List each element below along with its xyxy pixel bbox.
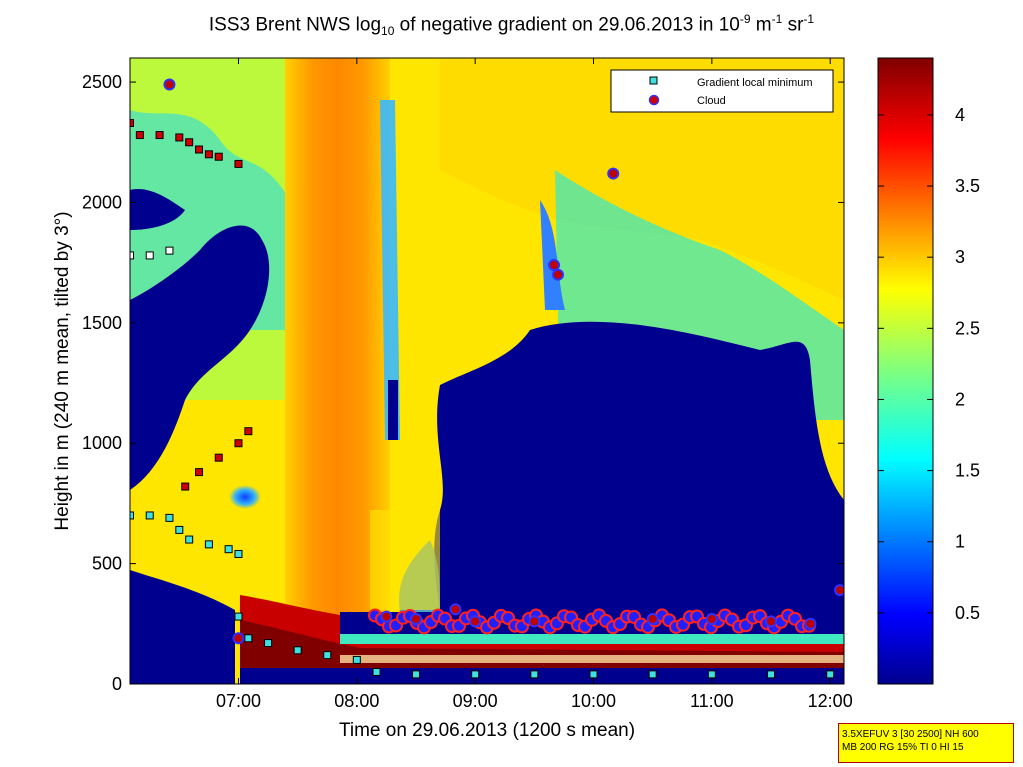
gradient-min-point	[234, 549, 243, 558]
gradient-min-point	[244, 634, 253, 643]
cloud-point	[181, 482, 190, 491]
gradient-min-point	[165, 246, 174, 255]
plot-frame	[129, 57, 845, 685]
cloud-point	[548, 259, 561, 272]
cloud-point	[232, 632, 245, 645]
cloud-point	[834, 584, 844, 597]
heatmap-field	[130, 58, 844, 684]
cloud-point	[195, 145, 204, 154]
cloud-point	[380, 610, 393, 623]
colorbar-tick-label: 4	[955, 105, 965, 125]
gradient-min-point	[707, 670, 716, 679]
gradient-min-point	[372, 667, 381, 676]
cloud-point	[449, 603, 462, 616]
cloud-point	[234, 159, 243, 168]
cloud-point	[607, 167, 620, 180]
info-line-1: 3.5XEFUV 3 [30 2500] NH 600	[842, 729, 979, 740]
cloud-point	[175, 133, 184, 142]
y-axis-label: Height in m (240 m mean, tilted by 3°)	[52, 211, 73, 530]
y-tick-label: 1500	[82, 313, 122, 333]
colorbar-tick-label: 2	[955, 389, 965, 409]
gradient-min-point	[204, 540, 213, 549]
gradient-min-point	[293, 646, 302, 655]
gradient-min-point	[826, 670, 835, 679]
colorbar-tick-label: 1	[955, 532, 965, 552]
y-tick-label: 500	[92, 554, 122, 574]
cloud-point	[234, 439, 243, 448]
cloud-point	[185, 138, 194, 147]
gradient-min-point	[530, 670, 539, 679]
gradient-min-point	[264, 639, 273, 648]
gradient-min-point	[648, 670, 657, 679]
gradient-min-point	[130, 511, 134, 520]
parameter-info-box: 3.5XEFUV 3 [30 2500] NH 600 MB 200 RG 15…	[838, 723, 1014, 763]
colorbar-tick-label: 3.5	[955, 176, 980, 196]
x-tick-label: 11:00	[690, 691, 734, 711]
gradient-min-point	[165, 513, 174, 522]
cloud-point	[155, 131, 164, 140]
colorbar-tick-label: 3	[955, 247, 965, 267]
cloud-point	[214, 152, 223, 161]
legend: Gradient local minimum Cloud	[610, 69, 834, 113]
cloud-point	[409, 612, 422, 625]
cloud-point	[469, 615, 482, 628]
cloud-point	[528, 615, 541, 628]
gradient-min-point	[234, 612, 243, 621]
gradient-min-point	[411, 670, 420, 679]
gradient-min-point	[130, 251, 134, 260]
colorbar-tick-label: 1.5	[955, 461, 980, 481]
y-tick-label: 0	[112, 674, 122, 694]
gradient-min-point	[145, 251, 154, 260]
cloud-point	[195, 468, 204, 477]
cloud-point	[130, 119, 134, 128]
cloud-point	[163, 78, 176, 91]
cloud-point	[765, 615, 778, 628]
x-tick-label: 10:00	[571, 691, 616, 711]
x-tick-label: 09:00	[453, 691, 498, 711]
gradient-min-point	[145, 511, 154, 520]
legend-label-gradient: Gradient local minimum	[697, 77, 813, 89]
colorbar: 0.5 1 1.5 2 2.5 3 3.5 4	[877, 57, 980, 685]
y-tick-label: 1000	[82, 433, 122, 453]
cloud-point	[244, 427, 253, 436]
chart-title: ISS3 Brent NWS log10 of negative gradien…	[208, 12, 815, 39]
cloud-point	[804, 617, 817, 630]
gradient-min-point	[175, 525, 184, 534]
gradient-min-point	[589, 670, 598, 679]
legend-label-cloud: Cloud	[697, 95, 726, 107]
x-tick-label: 07:00	[216, 691, 261, 711]
gradient-min-point	[224, 545, 233, 554]
gradient-min-point	[352, 655, 361, 664]
cloud-point	[646, 612, 659, 625]
legend-marker-cloud	[648, 94, 660, 106]
legend-marker-gradient	[649, 76, 658, 85]
y-tick-label: 2500	[82, 72, 122, 92]
x-tick-label: 12:00	[808, 691, 853, 711]
cloud-point	[705, 612, 718, 625]
x-tick-label: 08:00	[334, 691, 379, 711]
cloud-point	[552, 268, 565, 281]
gradient-min-point	[767, 670, 776, 679]
x-axis-label: Time on 29.06.2013 (1200 s mean)	[339, 720, 635, 741]
gradient-min-point	[471, 670, 480, 679]
cloud-point	[204, 150, 213, 159]
y-tick-label: 2000	[82, 192, 122, 212]
colorbar-tick-label: 0.5	[955, 603, 980, 623]
colorbar-tick-label: 2.5	[955, 318, 980, 338]
gradient-min-point	[323, 651, 332, 660]
cloud-point	[135, 131, 144, 140]
gradient-min-point	[185, 535, 194, 544]
info-line-2: MB 200 RG 15% TI 0 HI 15	[842, 742, 964, 753]
cloud-point	[214, 453, 223, 462]
